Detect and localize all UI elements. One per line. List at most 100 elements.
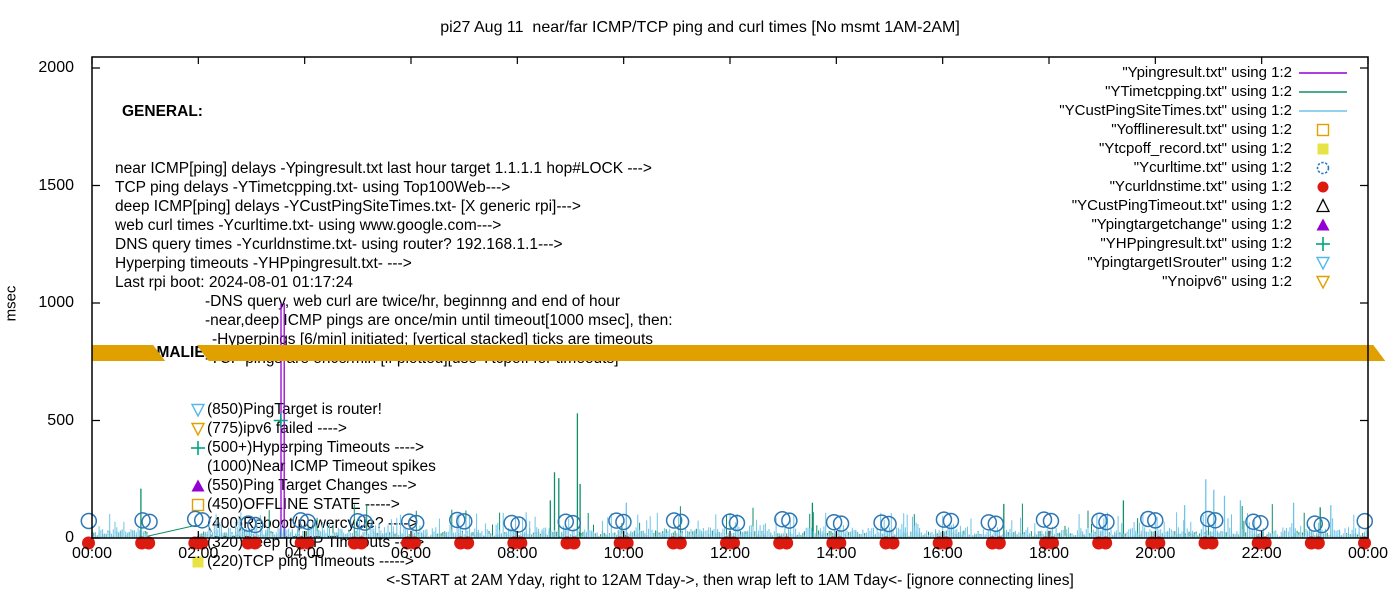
purple-line-icon (1292, 65, 1354, 81)
anomaly-text: (500+)Hyperping Timeouts ----> (207, 439, 425, 456)
green-line-icon (1292, 84, 1354, 100)
anomaly-row: (1000)Near ICMP Timeout spikes (190, 457, 436, 476)
x-tick-label: 16:00 (922, 545, 963, 562)
dns-time-marker (666, 536, 687, 550)
filled-square-icon (1292, 141, 1354, 157)
general-line: Last rpi boot: 2024-08-01 01:17:24 (115, 274, 353, 291)
series-YCustPingSiteTimes.txt-spikes (625, 479, 1332, 538)
anomaly-row: (450)OFFLINE STATE -----> (190, 495, 436, 514)
anomaly-row: (550)Ping Target Changes ---> (190, 476, 436, 495)
anomaly-text: (220)TCP ping Timeouts -----> (207, 553, 414, 570)
legend-label: "YCustPingTimeout.txt" using 1:2 (1071, 197, 1292, 214)
dns-time-marker (879, 536, 900, 550)
down-triangle-icon (190, 421, 207, 437)
legend-label: "YHPpingresult.txt" using 1:2 (1100, 235, 1292, 252)
legend-row: "Ytcpoff_record.txt" using 1:2 (1059, 139, 1354, 158)
curl-time-marker (935, 511, 960, 530)
anomaly-text: (775)ipv6 failed ----> (207, 420, 347, 437)
general-line: deep ICMP[ping] delays -YCustPingSiteTim… (115, 198, 581, 215)
curl-time-marker (608, 512, 632, 531)
x-tick-label: 10:00 (603, 545, 644, 562)
filled-square-icon (190, 554, 207, 570)
anomaly-row: (500+)Hyperping Timeouts ----> (190, 438, 436, 457)
y-tick-label: 0 (65, 529, 74, 546)
x-tick-label: 22:00 (1241, 545, 1282, 562)
x-tick-label: 00:00 (1347, 545, 1389, 562)
dns-time-marker (1304, 536, 1325, 550)
y-tick-label: 1000 (38, 294, 74, 311)
legend-row: "Ypingtargetchange" using 1:2 (1059, 215, 1354, 234)
general-line: DNS query times -Ycurldnstime.txt- using… (115, 236, 563, 253)
legend-row: "Ycurltime.txt" using 1:2 (1059, 158, 1354, 177)
general-line: web curl times -Ycurltime.txt- using www… (115, 217, 502, 234)
filled-triangle-icon (190, 478, 207, 494)
curl-time-marker (503, 514, 527, 533)
anomaly-text: (400)Reboot/powercycle? ----> (207, 515, 418, 532)
curl-time-marker (1140, 510, 1164, 529)
legend-label: "YTimetcpping.txt" using 1:2 (1105, 83, 1292, 100)
general-line: TCP ping delays -YTimetcpping.txt- using… (115, 179, 511, 196)
curl-time-marker (665, 512, 690, 531)
legend-label: "Ycurldnstime.txt" using 1:2 (1109, 178, 1292, 195)
curl-time-marker (873, 514, 897, 533)
x-tick-label: 02:00 (178, 545, 219, 562)
y-tick-label: 2000 (38, 59, 74, 76)
legend-label: "Yofflineresult.txt" using 1:2 (1111, 121, 1292, 138)
legend-row: "Ypingresult.txt" using 1:2 (1059, 63, 1354, 82)
anomaly-text: (1000)Near ICMP Timeout spikes (207, 458, 436, 475)
curl-time-marker (980, 514, 1005, 532)
anomaly-text: (850)PingTarget is router! (207, 401, 382, 418)
legend-label: "Ypingtargetchange" using 1:2 (1091, 216, 1292, 233)
legend-row: "Ynoipv6" using 1:2 (1059, 272, 1354, 291)
anomalies-heading: ANOMALIES: (122, 344, 221, 361)
down-triangle-icon (190, 402, 207, 418)
legend-row: "YpingtargetISrouter" using 1:2 (1059, 253, 1354, 272)
anomaly-row: (775)ipv6 failed ----> (190, 419, 436, 438)
curl-time-marker (449, 511, 473, 530)
x-tick-label: 14:00 (816, 545, 857, 562)
y-tick-label: 1500 (38, 176, 74, 194)
curl-time-marker (1035, 511, 1060, 530)
x-tick-label: 04:00 (284, 545, 325, 562)
x-tick-label: 12:00 (709, 545, 751, 562)
curl-time-marker (1306, 515, 1330, 534)
page-title: pi27 Aug 11 near/far ICMP/TCP ping and c… (440, 19, 960, 36)
curl-time-marker (557, 513, 582, 532)
legend-label: "YpingtargetISrouter" using 1:2 (1087, 254, 1292, 271)
open-circle-icon (1292, 160, 1354, 176)
down-triangle-icon (1292, 274, 1354, 290)
filled-circle-icon (1292, 179, 1354, 195)
filled-triangle-icon (1292, 217, 1354, 233)
plus-icon (190, 440, 207, 456)
anomaly-text: (550)Ping Target Changes ---> (207, 477, 417, 494)
curl-time-marker (825, 513, 850, 532)
anomaly-row: (220)TCP ping Timeouts -----> (190, 552, 436, 571)
x-axis-caption: <-START at 2AM Yday, right to 12AM Tday-… (386, 572, 1074, 589)
x-tick-label: 20:00 (1135, 545, 1176, 562)
legend-row: "YCustPingSiteTimes.txt" using 1:2 (1059, 101, 1354, 120)
dns-time-marker (985, 536, 1006, 550)
plus-icon (1292, 236, 1354, 252)
anomaly-row: (850)PingTarget is router! (190, 400, 436, 419)
x-tick-label: 06:00 (390, 545, 432, 562)
legend-label: "Ycurltime.txt" using 1:2 (1133, 159, 1292, 176)
x-tick-label: 18:00 (1028, 545, 1070, 562)
curl-time-marker (721, 513, 746, 532)
curl-time-marker (774, 510, 798, 529)
curl-time-marker (1199, 510, 1224, 529)
legend-row: "YTimetcpping.txt" using 1:2 (1059, 82, 1354, 101)
x-tick-label: 00:00 (71, 545, 113, 562)
legend-label: "Ynoipv6" using 1:2 (1162, 273, 1292, 290)
dns-time-marker (773, 536, 794, 550)
dns-time-marker (1092, 536, 1113, 550)
anomalies-block: ANOMALIES: (850)PingTarget is router! (77… (115, 305, 436, 571)
y-tick-label: 500 (47, 411, 74, 429)
legend-label: "Ytcpoff_record.txt" using 1:2 (1099, 140, 1292, 157)
legend-row: "YHPpingresult.txt" using 1:2 (1059, 234, 1354, 253)
legend-label: "YCustPingSiteTimes.txt" using 1:2 (1059, 102, 1292, 119)
open-triangle-icon (1292, 197, 1354, 214)
general-line: near ICMP[ping] delays -Ypingresult.txt … (115, 160, 652, 177)
dns-time-marker (454, 536, 475, 550)
legend-row: "Ycurldnstime.txt" using 1:2 (1059, 177, 1354, 196)
